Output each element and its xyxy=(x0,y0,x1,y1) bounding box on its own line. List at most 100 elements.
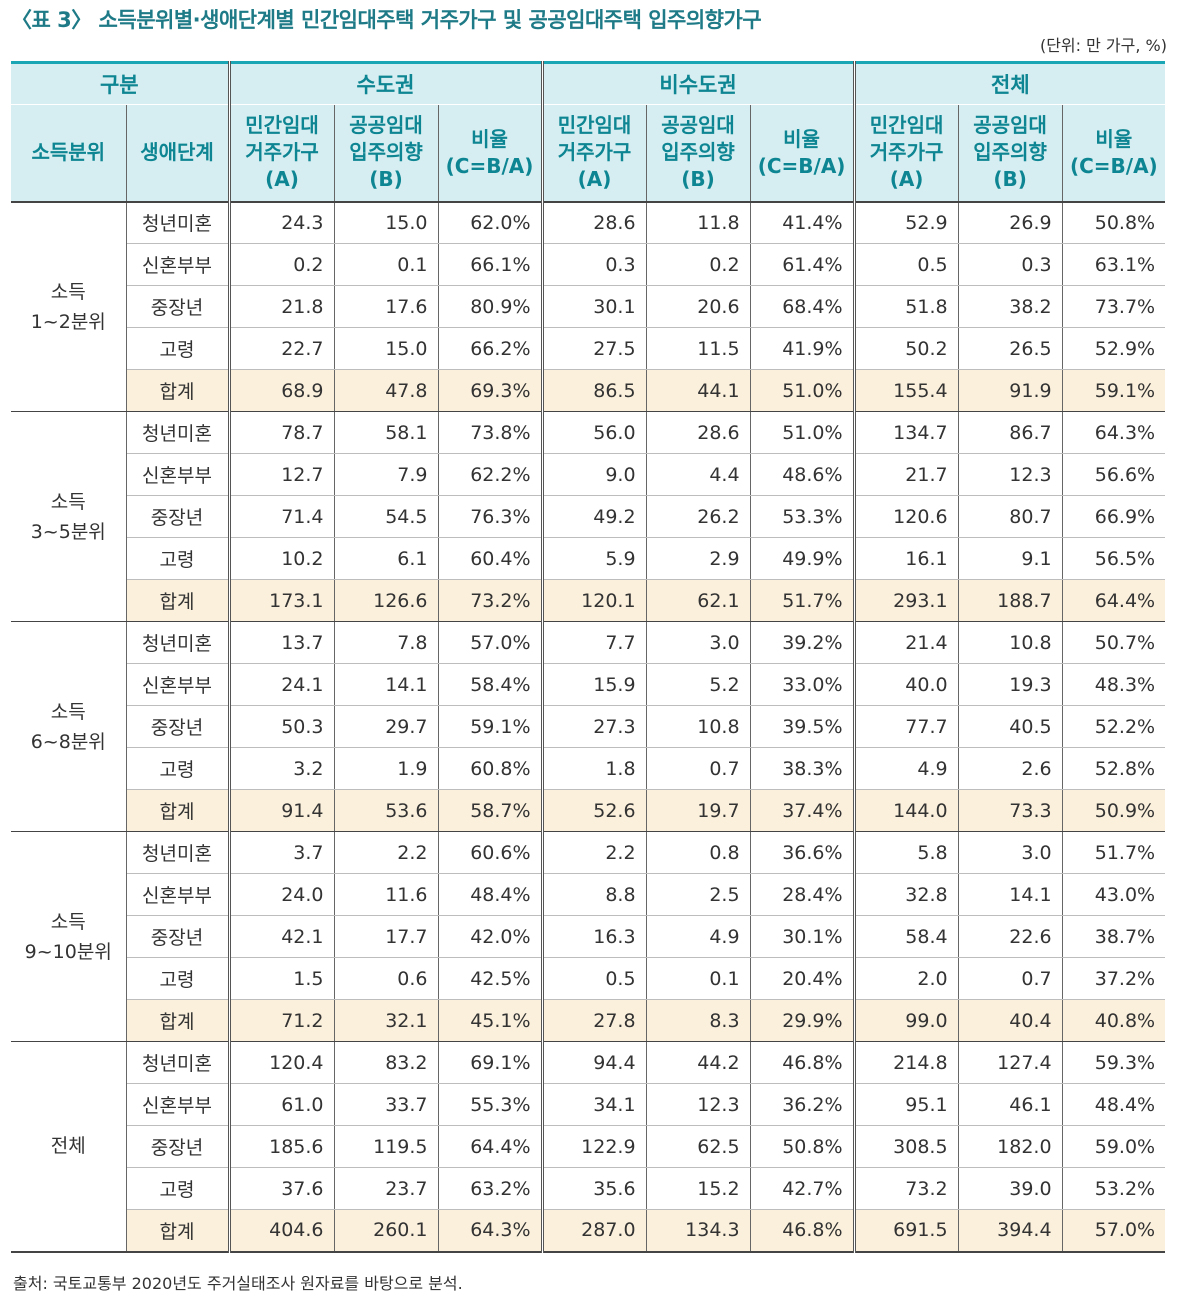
value-cell: 40.5 xyxy=(958,705,1063,748)
value-cell: 3.0 xyxy=(646,621,751,664)
value-cell: 155.4 xyxy=(854,369,959,412)
value-cell: 12.7 xyxy=(229,453,335,496)
value-cell: 91.4 xyxy=(229,789,335,832)
life-stage-cell: 청년미혼 xyxy=(126,201,231,244)
value-cell: 29.7 xyxy=(334,705,439,748)
header-region-total: 전체 xyxy=(854,61,1166,105)
value-cell: 11.8 xyxy=(646,201,751,244)
value-cell: 52.2% xyxy=(1062,705,1166,748)
value-cell: 48.3% xyxy=(1062,663,1166,706)
value-cell: 23.7 xyxy=(334,1167,439,1210)
value-cell: 11.5 xyxy=(646,327,751,370)
table-row: 중장년 42.1 17.7 42.0% 16.3 4.9 30.1% 58.4 22.6 38.7… xyxy=(11,915,1166,958)
life-stage-cell: 신혼부부 xyxy=(126,453,231,496)
value-cell: 48.6% xyxy=(750,453,856,496)
life-stage-cell: 고령 xyxy=(126,327,231,370)
value-cell: 66.2% xyxy=(438,327,544,370)
life-stage-cell: 합계 xyxy=(126,789,231,832)
value-cell: 99.0 xyxy=(854,999,959,1042)
life-stage-cell: 고령 xyxy=(126,747,231,790)
header-line: (C=B/A) xyxy=(445,153,534,178)
table-row: 신혼부부 24.1 14.1 58.4% 15.9 5.2 33.0% 40.0 19.3 48.… xyxy=(11,663,1166,706)
value-cell: 36.2% xyxy=(750,1083,856,1126)
value-cell: 37.4% xyxy=(750,789,856,832)
value-cell: 0.2 xyxy=(229,243,335,286)
value-cell: 0.7 xyxy=(646,747,751,790)
value-cell: 50.7% xyxy=(1062,621,1166,664)
table-row: 신혼부부 24.0 11.6 48.4% 8.8 2.5 28.4% 32.8 14.1 43.0… xyxy=(11,873,1166,916)
value-cell: 15.0 xyxy=(334,201,439,244)
value-cell: 2.9 xyxy=(646,537,751,580)
value-cell: 24.3 xyxy=(229,201,335,244)
value-cell: 14.1 xyxy=(334,663,439,706)
value-cell: 10.8 xyxy=(958,621,1063,664)
value-cell: 52.9 xyxy=(854,201,959,244)
value-cell: 4.4 xyxy=(646,453,751,496)
value-cell: 21.7 xyxy=(854,453,959,496)
header-line: (A) xyxy=(577,167,612,192)
value-cell: 55.3% xyxy=(438,1083,544,1126)
header-public-intent-b: 공공임대 입주의향 (B) xyxy=(958,104,1063,203)
life-stage-cell: 신혼부부 xyxy=(126,663,231,706)
value-cell: 54.5 xyxy=(334,495,439,538)
value-cell: 61.4% xyxy=(750,243,856,286)
value-cell: 42.7% xyxy=(750,1167,856,1210)
value-cell: 182.0 xyxy=(958,1125,1063,1168)
value-cell: 51.0% xyxy=(750,411,856,454)
header-line: 입주의향 xyxy=(661,140,735,165)
unit-label: (단위: 만 가구, %) xyxy=(1039,36,1167,55)
value-cell: 394.4 xyxy=(958,1209,1063,1253)
value-cell: 46.8% xyxy=(750,1209,856,1253)
value-cell: 83.2 xyxy=(334,1041,439,1084)
value-cell: 46.1 xyxy=(958,1083,1063,1126)
table-row: 중장년 50.3 29.7 59.1% 27.3 10.8 39.5% 77.7 40.5 52.… xyxy=(11,705,1166,748)
value-cell: 59.0% xyxy=(1062,1125,1166,1168)
header-life-stage: 생애단계 xyxy=(126,104,231,203)
value-cell: 69.3% xyxy=(438,369,544,412)
value-cell: 58.4 xyxy=(854,915,959,958)
value-cell: 8.8 xyxy=(542,873,647,916)
value-cell: 38.7% xyxy=(1062,915,1166,958)
value-cell: 62.2% xyxy=(438,453,544,496)
table-row: 신혼부부 12.7 7.9 62.2% 9.0 4.4 48.6% 21.7 12.3 56.6% xyxy=(11,453,1166,496)
value-cell: 73.3 xyxy=(958,789,1063,832)
header-line: 공공임대 xyxy=(973,113,1047,138)
value-cell: 60.4% xyxy=(438,537,544,580)
value-cell: 53.3% xyxy=(750,495,856,538)
value-cell: 2.6 xyxy=(958,747,1063,790)
table-row: 합계 173.1 126.6 73.2% 120.1 62.1 51.7% 293.1 188.… xyxy=(11,579,1166,622)
value-cell: 80.9% xyxy=(438,285,544,328)
value-cell: 63.1% xyxy=(1062,243,1166,286)
value-cell: 94.4 xyxy=(542,1041,647,1084)
header-public-intent-b: 공공임대 입주의향 (B) xyxy=(334,104,439,203)
value-cell: 260.1 xyxy=(334,1209,439,1253)
value-cell: 49.2 xyxy=(542,495,647,538)
value-cell: 86.5 xyxy=(542,369,647,412)
value-cell: 44.2 xyxy=(646,1041,751,1084)
value-cell: 10.8 xyxy=(646,705,751,748)
value-cell: 14.1 xyxy=(958,873,1063,916)
income-group-line: 소득 xyxy=(50,280,86,303)
header-line: 비율 xyxy=(1095,126,1133,151)
value-cell: 73.7% xyxy=(1062,285,1166,328)
life-stage-cell: 중장년 xyxy=(126,705,231,748)
value-cell: 36.6% xyxy=(750,831,856,874)
value-cell: 17.7 xyxy=(334,915,439,958)
income-group-label: 소득 1~2분위 xyxy=(11,201,127,412)
value-cell: 12.3 xyxy=(958,453,1063,496)
value-cell: 0.1 xyxy=(646,957,751,1000)
income-group-line: 소득 xyxy=(50,490,86,513)
value-cell: 60.8% xyxy=(438,747,544,790)
value-cell: 37.2% xyxy=(1062,957,1166,1000)
value-cell: 43.0% xyxy=(1062,873,1166,916)
value-cell: 12.3 xyxy=(646,1083,751,1126)
header-line: (A) xyxy=(265,167,299,192)
value-cell: 80.7 xyxy=(958,495,1063,538)
value-cell: 0.3 xyxy=(958,243,1063,286)
value-cell: 41.9% xyxy=(750,327,856,370)
value-cell: 1.5 xyxy=(229,957,335,1000)
life-stage-cell: 신혼부부 xyxy=(126,243,231,286)
value-cell: 17.6 xyxy=(334,285,439,328)
header-line: (A) xyxy=(889,167,924,192)
value-cell: 64.4% xyxy=(1062,579,1166,622)
